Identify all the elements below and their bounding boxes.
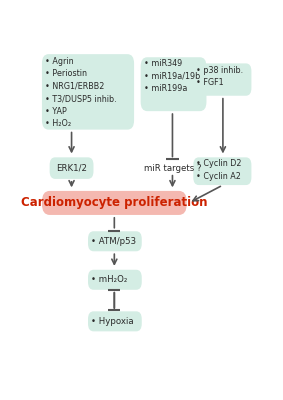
Text: miR targets ?: miR targets ?: [144, 164, 201, 173]
Text: • Agrin
• Periostin
• NRG1/ERBB2
• T3/DUSP5 inhib.
• YAP
• H₂O₂: • Agrin • Periostin • NRG1/ERBB2 • T3/DU…: [45, 57, 117, 128]
Text: • Cyclin D2
• Cyclin A2: • Cyclin D2 • Cyclin A2: [196, 160, 242, 181]
FancyBboxPatch shape: [141, 57, 207, 111]
FancyBboxPatch shape: [42, 191, 187, 215]
Text: • mH₂O₂: • mH₂O₂: [91, 275, 127, 284]
FancyBboxPatch shape: [193, 157, 251, 185]
FancyBboxPatch shape: [88, 270, 142, 290]
FancyBboxPatch shape: [88, 311, 142, 331]
Text: ERK1/2: ERK1/2: [56, 164, 87, 173]
FancyBboxPatch shape: [50, 157, 93, 179]
FancyBboxPatch shape: [42, 54, 134, 130]
Text: Cardiomyocyte proliferation: Cardiomyocyte proliferation: [21, 196, 208, 210]
FancyBboxPatch shape: [88, 231, 142, 251]
Text: • miR349
• miR19a/19b
• miR199a: • miR349 • miR19a/19b • miR199a: [144, 59, 200, 93]
Text: • ATM/p53: • ATM/p53: [91, 237, 136, 246]
Text: • Hypoxia: • Hypoxia: [91, 317, 134, 326]
Text: • p38 inhib.
• FGF1: • p38 inhib. • FGF1: [196, 66, 243, 87]
FancyBboxPatch shape: [193, 64, 251, 96]
